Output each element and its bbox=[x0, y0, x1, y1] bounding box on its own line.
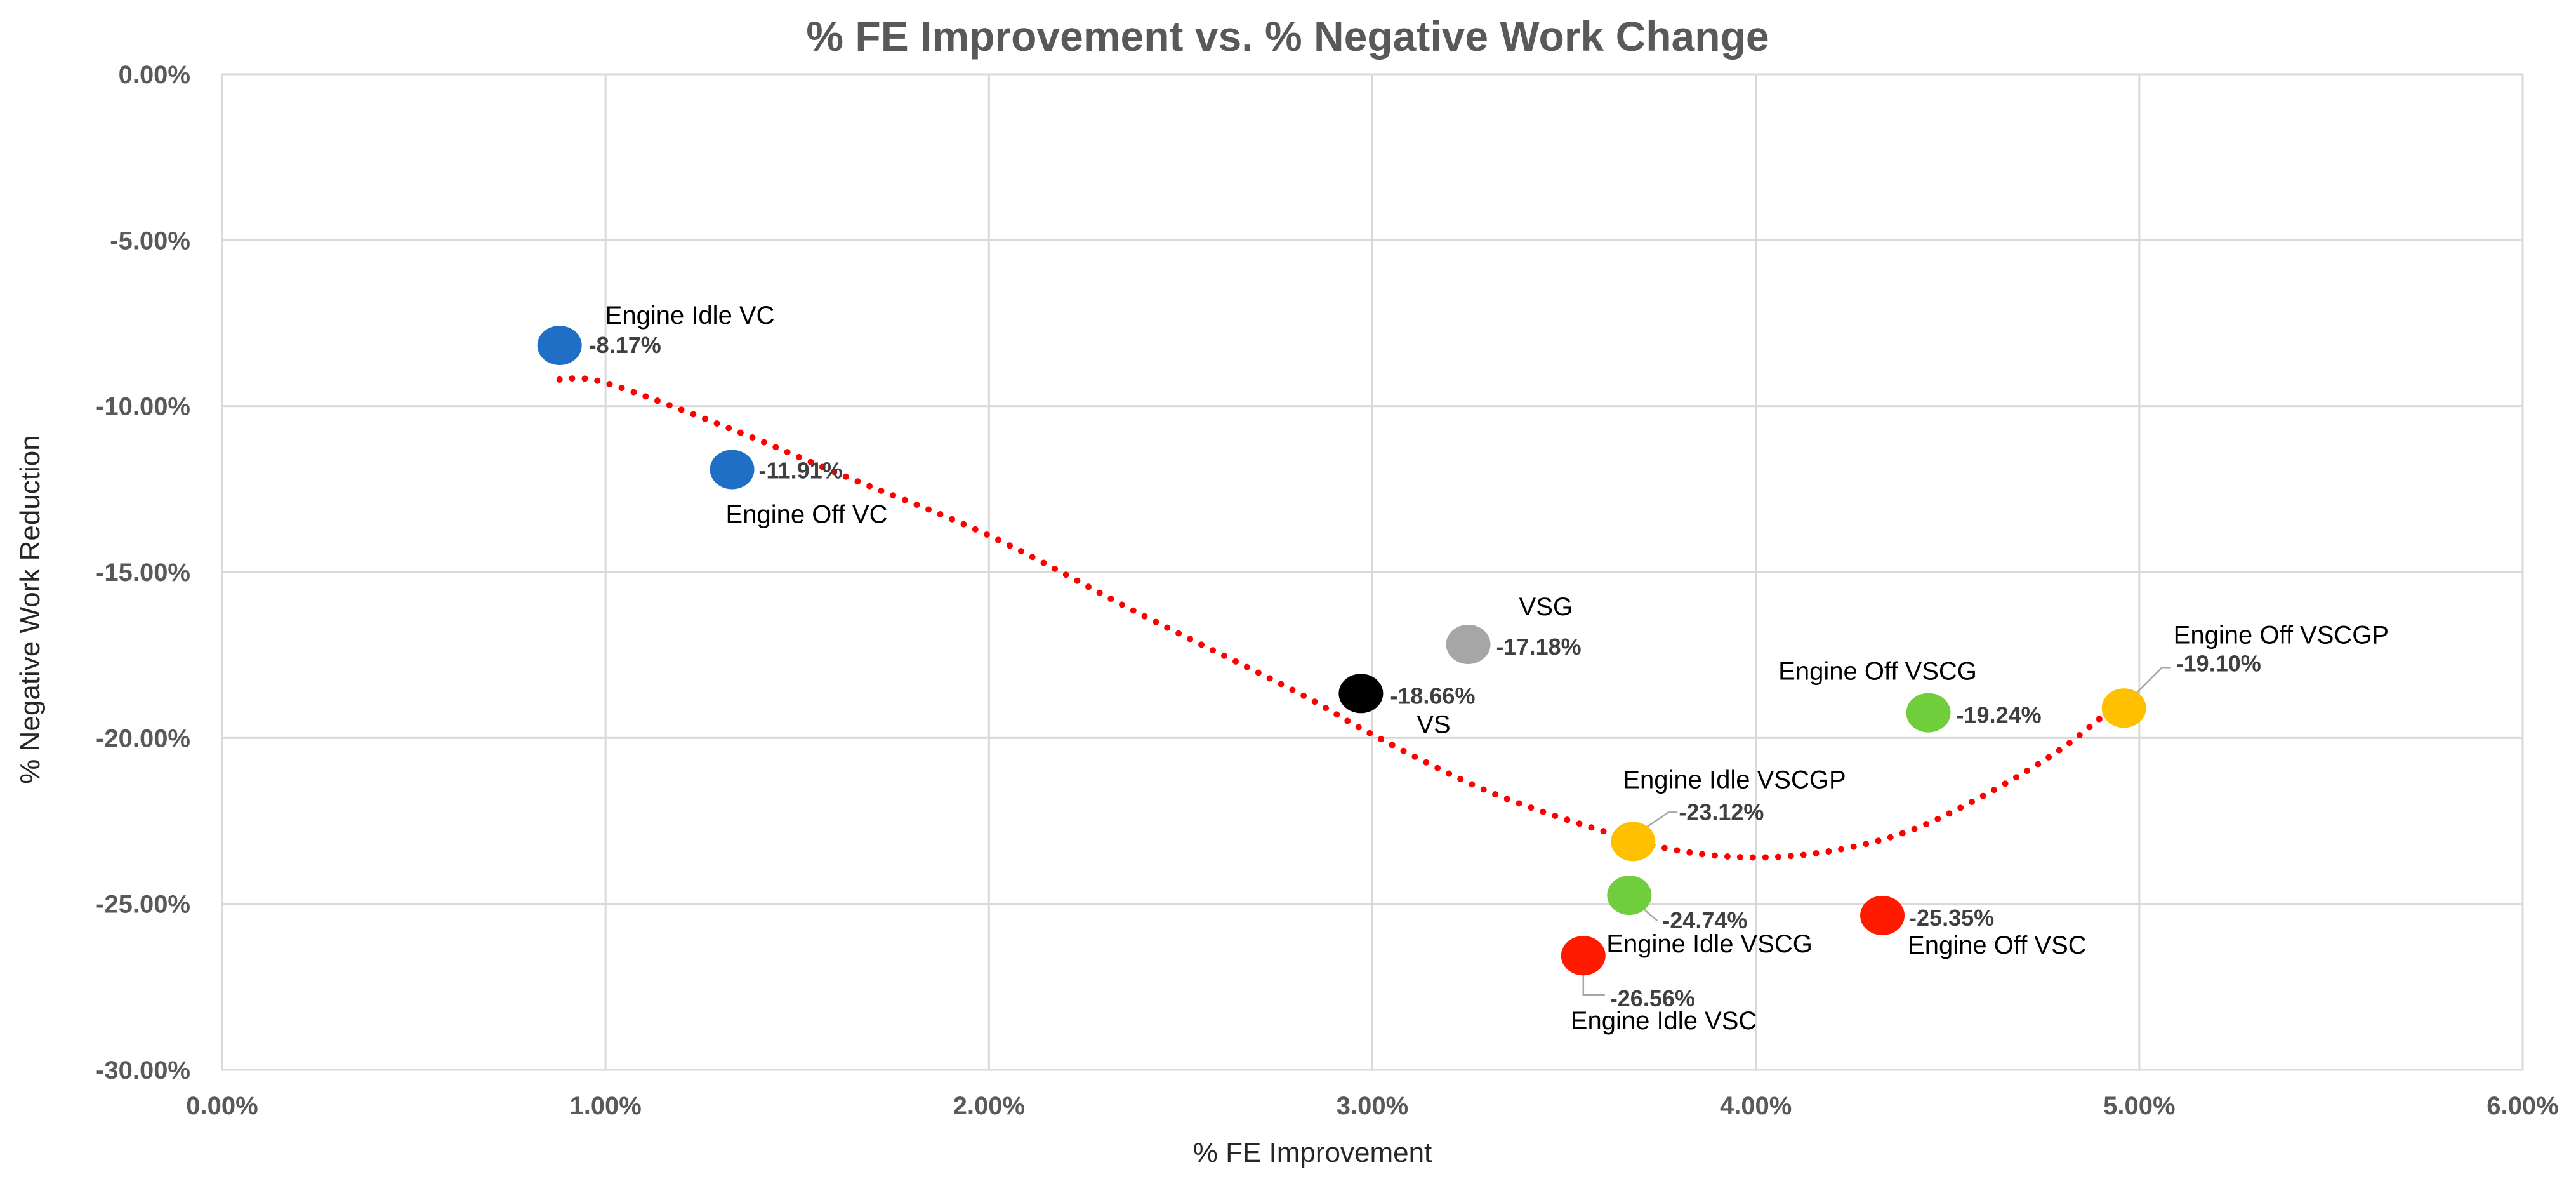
data-point-name-label: Engine Off VC bbox=[726, 500, 888, 528]
data-point-value-label: -19.10% bbox=[2176, 650, 2261, 676]
data-point-name-label: Engine Idle VSC bbox=[1571, 1007, 1757, 1035]
data-point-marker bbox=[1607, 876, 1652, 916]
x-tick-label: 5.00% bbox=[2103, 1092, 2175, 1120]
data-point-value-label: -24.74% bbox=[1662, 907, 1747, 933]
data-point-name-label: VSG bbox=[1519, 593, 1573, 621]
data-point-name-label: Engine Idle VSCG bbox=[1606, 930, 1813, 958]
y-tick-label: 0.00% bbox=[119, 61, 190, 89]
data-point-value-label: -26.56% bbox=[1610, 985, 1695, 1011]
tick-labels: 0.00% -5.00% -10.00% -15.00% -20.00% -25.00% -… bbox=[96, 61, 2559, 1120]
label-leader-line bbox=[1582, 969, 1605, 996]
data-point-value-label: -17.18% bbox=[1496, 634, 1582, 660]
data-point-marker bbox=[1860, 895, 1905, 935]
data-point-value-label: -19.24% bbox=[1957, 702, 2042, 728]
data-point-marker bbox=[1338, 674, 1384, 714]
data-points: Engine Idle VC-8.17% Engine Off VC -11.91%… bbox=[537, 302, 2389, 1035]
y-tick-label: -25.00% bbox=[96, 891, 190, 919]
data-point-marker bbox=[710, 450, 755, 490]
data-point-name-label: Engine Off VSCGP bbox=[2174, 621, 2389, 649]
data-point-value-label: -8.17% bbox=[589, 332, 661, 358]
y-tick-label: -30.00% bbox=[96, 1056, 190, 1084]
trendline-group bbox=[556, 375, 2127, 861]
label-leader-line bbox=[1641, 811, 1678, 831]
x-tick-label: 2.00% bbox=[953, 1092, 1025, 1120]
data-point-name-label: VS bbox=[1417, 710, 1450, 738]
data-point-value-label: -18.66% bbox=[1390, 683, 1475, 709]
y-tick-label: -10.00% bbox=[96, 393, 190, 421]
data-point-marker bbox=[1611, 822, 1656, 862]
x-tick-label: 6.00% bbox=[2487, 1092, 2558, 1120]
data-point-name-label: Engine Off VSCG bbox=[1778, 658, 1977, 686]
chart-title: % FE Improvement vs. % Negative Work Cha… bbox=[806, 13, 1769, 60]
x-tick-label: 3.00% bbox=[1337, 1092, 1408, 1120]
y-tick-label: -20.00% bbox=[96, 724, 190, 752]
data-point-marker bbox=[1446, 624, 1491, 664]
data-point-value-label: -23.12% bbox=[1679, 799, 1764, 825]
label-leader-line bbox=[2133, 667, 2171, 696]
plot-area bbox=[221, 73, 2524, 1071]
x-tick-label: 1.00% bbox=[569, 1092, 641, 1120]
data-point-name-label: Engine Idle VC bbox=[605, 302, 775, 330]
data-point-marker bbox=[537, 326, 582, 366]
x-tick-label: 4.00% bbox=[1720, 1092, 1792, 1120]
y-axis-title: % Negative Work Reduction bbox=[15, 435, 46, 783]
y-tick-label: -5.00% bbox=[110, 227, 190, 255]
data-point-marker bbox=[1561, 936, 1606, 976]
polynomial-trendline bbox=[556, 375, 2127, 861]
data-point-name-label: Engine Off VSC bbox=[1908, 931, 2087, 959]
data-point-marker bbox=[2101, 688, 2146, 728]
data-point-value-label: -25.35% bbox=[1909, 905, 1994, 931]
data-point-name-label: Engine Idle VSCGP bbox=[1623, 766, 1846, 794]
data-point-value-label: -11.91% bbox=[759, 457, 843, 483]
x-axis-title: % FE Improvement bbox=[1193, 1137, 1432, 1168]
data-point-marker bbox=[1906, 693, 1951, 733]
x-tick-label: 0.00% bbox=[186, 1092, 258, 1120]
y-tick-label: -15.00% bbox=[96, 559, 190, 587]
